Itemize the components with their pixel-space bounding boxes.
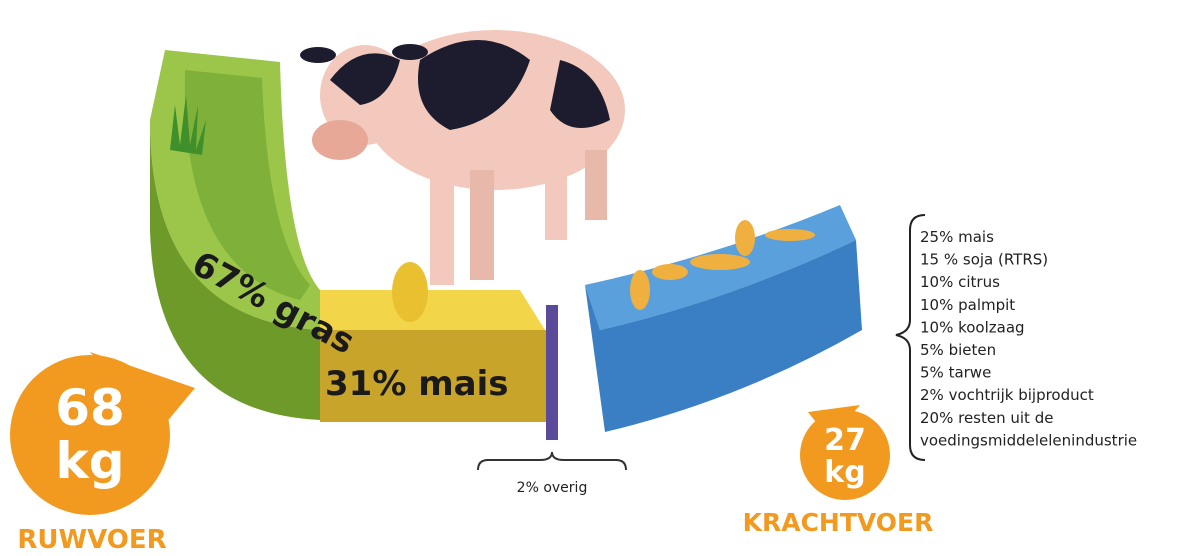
ingredient: 5% bieten	[920, 341, 996, 359]
ruwvoer-title: RUWVOER	[17, 525, 166, 555]
ruwvoer-unit: kg	[55, 432, 124, 490]
overig-strip	[546, 305, 558, 440]
gras-trough-inner	[184, 70, 310, 300]
ingredient: 5% tarwe	[920, 364, 991, 382]
ingredient: voedingsmiddelelenindustrie	[920, 431, 1137, 449]
krachtvoer-title: KRACHTVOER	[743, 508, 934, 537]
list-brace	[895, 214, 926, 461]
feed-icons	[630, 220, 815, 310]
corn-icon	[392, 262, 428, 322]
ingredient: 10% citrus	[920, 273, 1000, 291]
mais-label: 31% mais	[325, 364, 508, 404]
krachtvoer-unit: kg	[824, 455, 865, 490]
ingredient: 20% resten uit de	[920, 409, 1053, 427]
krachtvoer-amount: 27	[824, 423, 866, 458]
ruwvoer-badge	[10, 355, 170, 515]
overig-brace	[477, 451, 627, 471]
mais-trough-top	[320, 290, 545, 330]
ingredient: 10% palmpit	[920, 296, 1015, 314]
cow	[300, 30, 625, 285]
mais-trough-front	[320, 330, 548, 422]
overig-label: 2% overig	[517, 480, 588, 496]
ingredient: 15 % soja (RTRS)	[920, 251, 1048, 269]
ruwvoer-amount: 68	[55, 379, 125, 437]
krachtvoer-badge	[800, 410, 890, 500]
krachtvoer-trough-front	[585, 240, 862, 432]
ingredient: 25% mais	[920, 228, 994, 246]
ingredient: 10% koolzaag	[920, 318, 1025, 336]
grass-icon	[170, 95, 206, 155]
ingredient: 2% vochtrijk bijproduct	[920, 386, 1094, 404]
gras-trough-front	[150, 120, 320, 420]
ingredient-list: 25% mais 15 % soja (RTRS) 10% citrus 10% pa…	[920, 228, 1137, 449]
